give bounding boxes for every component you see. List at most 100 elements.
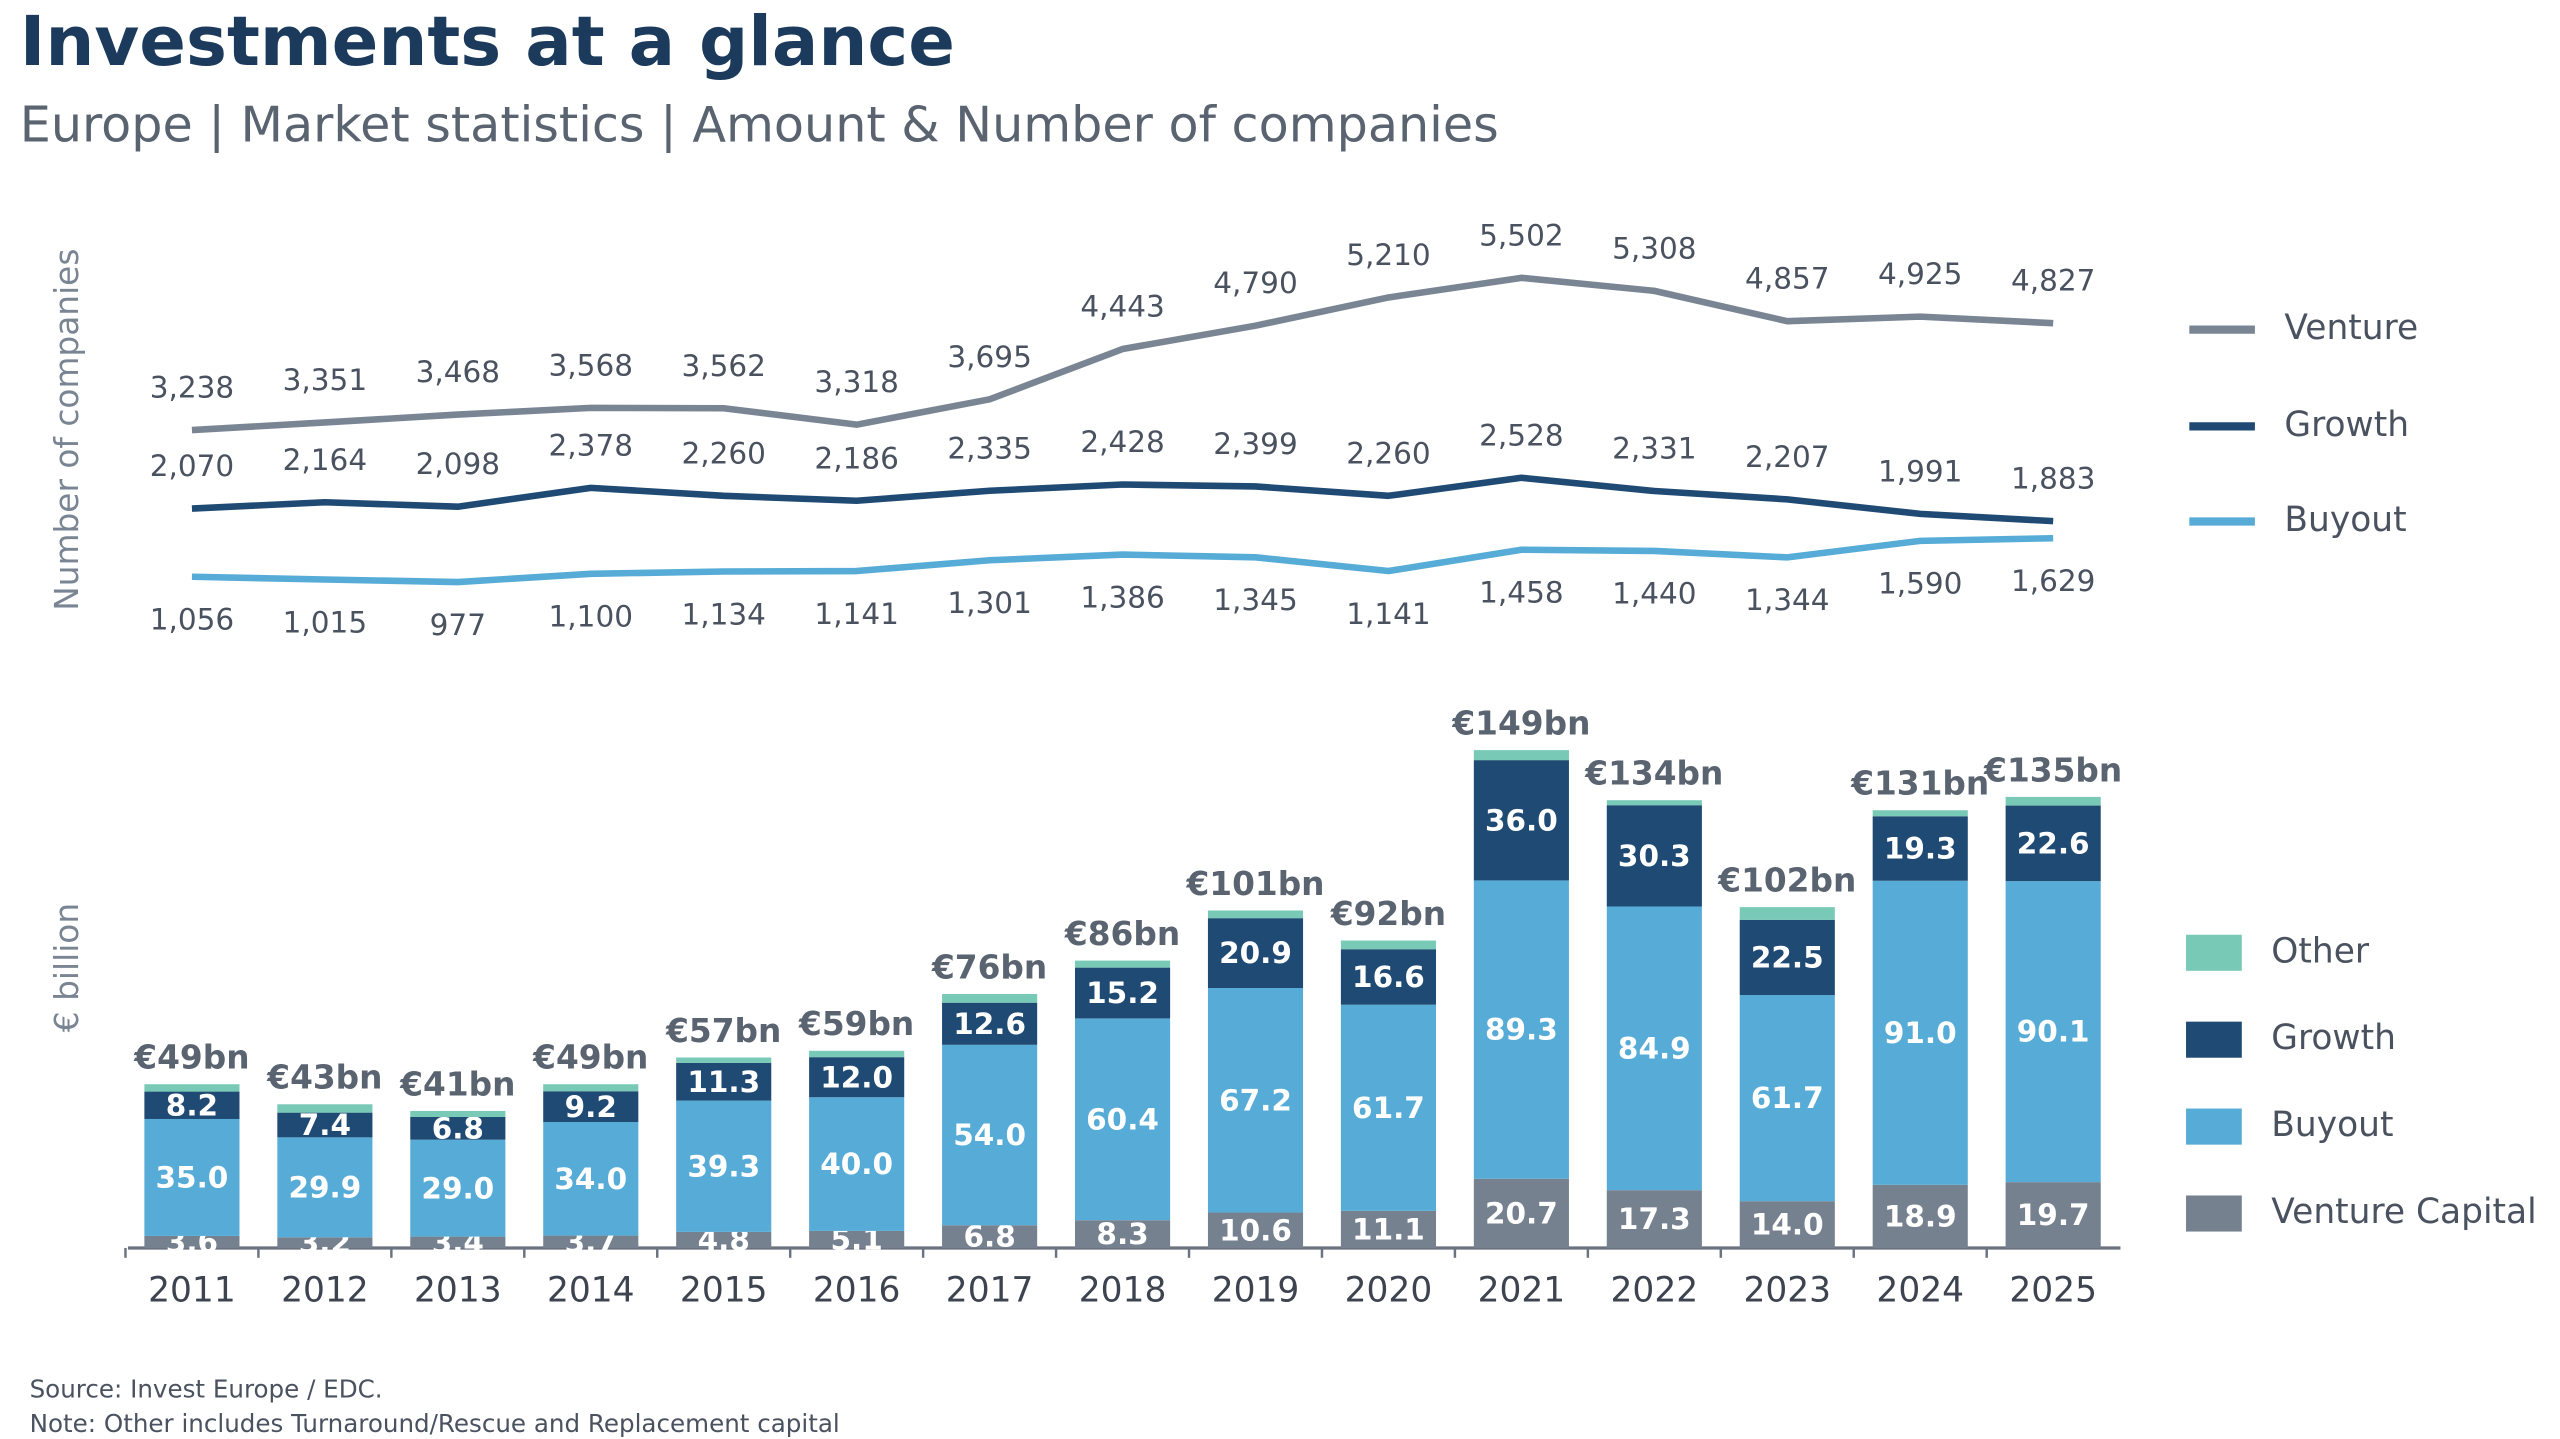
bar-segment (1340, 1210, 1437, 1248)
data-label: 16.6 (1352, 960, 1425, 994)
data-label: 1,141 (814, 597, 898, 631)
data-label: 4,790 (1213, 266, 1297, 300)
data-label: 29.0 (421, 1171, 494, 1205)
data-label: 3,351 (283, 363, 367, 397)
legend-label: Buyout (2284, 500, 2406, 540)
data-label: 54.0 (953, 1118, 1026, 1152)
data-label: 3,238 (150, 371, 234, 405)
bar-segment (1207, 988, 1304, 1213)
bar-segment (277, 1137, 373, 1238)
bar-segment (1473, 750, 1569, 761)
data-label: 5,308 (1612, 231, 1696, 265)
data-label: 1,590 (1878, 567, 1962, 601)
data-label: 2,260 (681, 436, 765, 470)
data-label: 1,100 (549, 600, 633, 634)
data-label: 17.3 (1618, 1202, 1691, 1236)
total-label: €57bn (665, 1012, 781, 1050)
bar-segment (1739, 919, 1835, 996)
data-label: 3,695 (947, 340, 1031, 374)
bar-segment (1872, 810, 1968, 817)
bar-segment (1872, 1184, 1968, 1248)
legend-label: Growth (2271, 1018, 2396, 1058)
bar-segment (809, 1097, 905, 1231)
data-label: 2,399 (1213, 427, 1297, 461)
data-label: 1,344 (1745, 583, 1829, 617)
data-label: 9.2 (565, 1090, 617, 1124)
data-label: 2,428 (1080, 425, 1164, 459)
data-label: 1,301 (947, 586, 1031, 620)
source: Source: Invest Europe / EDC. (30, 1375, 383, 1404)
bar-segment (1606, 805, 1702, 907)
x-tick-label: 2024 (1876, 1271, 1964, 1311)
data-label: 3,468 (416, 355, 500, 389)
data-label: 6.8 (432, 1111, 484, 1145)
data-label: 977 (430, 608, 486, 642)
legend-label: Venture Capital (2271, 1192, 2536, 1232)
data-label: 60.4 (1086, 1102, 1159, 1136)
data-label: 2,207 (1745, 440, 1829, 474)
total-label: €92bn (1330, 895, 1446, 933)
data-label: 18.9 (1884, 1200, 1957, 1234)
bar-segment (543, 1091, 639, 1122)
bar-segment (1074, 960, 1171, 968)
data-label: 8.2 (166, 1088, 218, 1122)
bar-segment (676, 1062, 772, 1101)
data-label: 11.3 (687, 1065, 760, 1099)
data-label: 3,568 (549, 348, 633, 382)
legend-label: Growth (2284, 405, 2409, 445)
total-label: €149bn (1451, 705, 1590, 743)
x-tick-label: 2020 (1345, 1271, 1433, 1311)
data-label: 5,210 (1346, 238, 1430, 272)
bar-segment (2005, 881, 2101, 1183)
x-tick-label: 2022 (1611, 1271, 1699, 1311)
data-label: 22.6 (2017, 826, 2090, 860)
total-label: €59bn (798, 1005, 914, 1043)
bar-segment (676, 1100, 772, 1232)
bar-segment (543, 1121, 639, 1236)
bar-segment (1074, 967, 1171, 1019)
bar-segment (1872, 816, 1968, 881)
total-label: €86bn (1064, 915, 1180, 953)
data-label: 2,070 (150, 449, 234, 483)
data-label: 4,857 (1745, 262, 1829, 296)
data-label: 1,134 (681, 597, 765, 631)
x-tick-label: 2018 (1079, 1271, 1167, 1311)
bar-segment (942, 1002, 1038, 1045)
data-label: 91.0 (1884, 1016, 1957, 1050)
bar-segment (410, 1236, 506, 1248)
bar-segment (144, 1235, 240, 1248)
bar-segment (2005, 796, 2101, 806)
legend-swatch (2186, 1195, 2242, 1232)
bar-segment (144, 1084, 240, 1092)
bar-segment (942, 1225, 1038, 1248)
data-label: 1,386 (1080, 580, 1164, 614)
data-label: 35.0 (156, 1161, 229, 1195)
x-tick-label: 2015 (680, 1271, 768, 1311)
y-axis-label: Number of companies (48, 249, 86, 611)
data-label: 19.7 (2017, 1198, 2090, 1232)
bar-segment (1606, 1190, 1702, 1248)
line-series (191, 534, 2054, 586)
x-tick-label: 2012 (281, 1271, 369, 1311)
bar-segment (1473, 880, 1569, 1179)
data-label: 7.4 (299, 1108, 351, 1142)
bar-segment (1739, 995, 1835, 1202)
data-label: 4,443 (1080, 290, 1164, 324)
x-tick-label: 2011 (148, 1271, 236, 1311)
bar-segment (676, 1057, 772, 1063)
total-label: €102bn (1717, 862, 1856, 900)
bar-segment (1074, 1220, 1171, 1248)
data-label: 67.2 (1219, 1083, 1292, 1117)
data-label: 19.3 (1884, 832, 1957, 866)
data-label: 3,318 (814, 365, 898, 399)
line-series (191, 474, 2054, 525)
data-label: 34.0 (554, 1162, 627, 1196)
bar-segment (942, 1044, 1038, 1226)
y-axis-label: € billion (48, 903, 86, 1032)
subtitle: Europe | Market statistics | Amount & Nu… (20, 95, 1499, 153)
bar-segment (410, 1139, 506, 1237)
total-label: €134bn (1584, 755, 1723, 793)
data-label: 2,164 (283, 443, 367, 477)
data-label: 36.0 (1485, 803, 1558, 837)
data-label: 10.6 (1219, 1213, 1292, 1247)
